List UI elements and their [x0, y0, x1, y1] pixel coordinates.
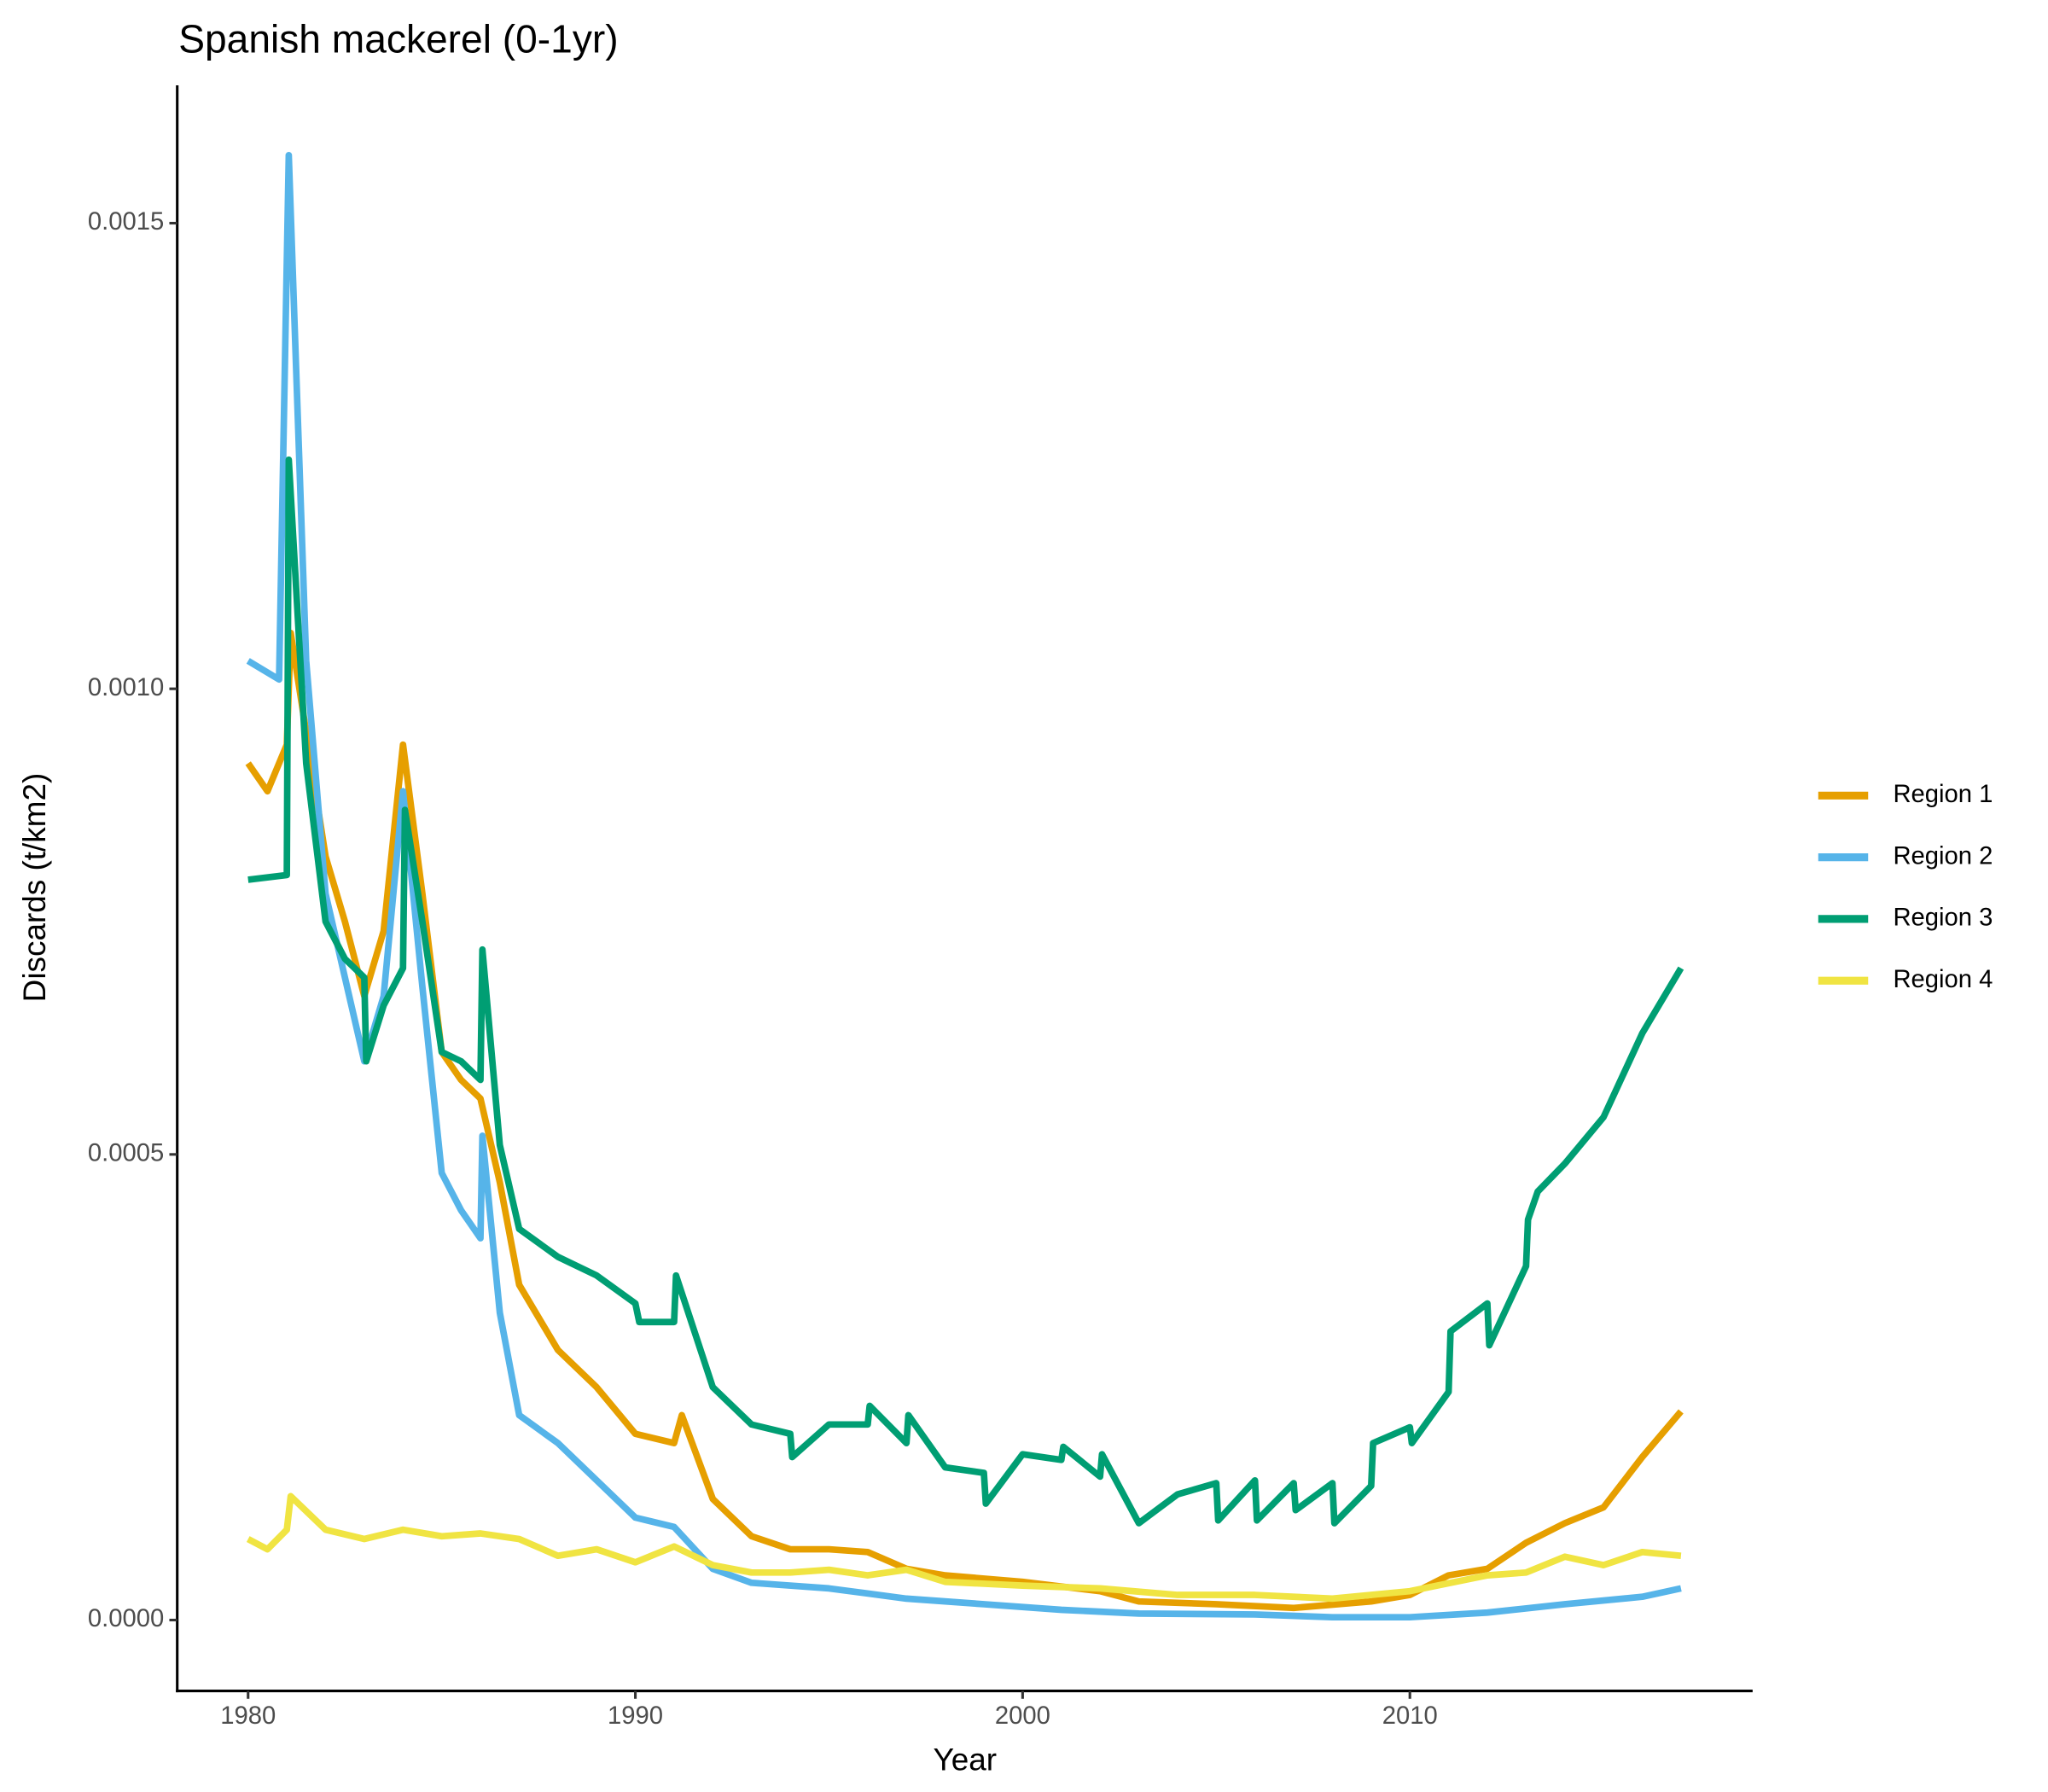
- series-line: [246, 1492, 1682, 1603]
- series-line: [246, 152, 1682, 1621]
- y-tick-label: 0.0010: [88, 674, 164, 701]
- y-tick-label: 0.0015: [88, 208, 164, 236]
- chart-title: Spanish mackerel (0-1yr): [178, 16, 618, 61]
- legend-label: Region 1: [1893, 781, 1993, 808]
- series-line: [245, 629, 1684, 1612]
- x-axis-title: Year: [933, 1742, 997, 1777]
- y-axis-title: Discards (t/km2): [17, 773, 52, 1003]
- x-tick-label: 2000: [995, 1702, 1050, 1730]
- x-tick-label: 1990: [608, 1702, 663, 1730]
- legend-label: Region 2: [1893, 842, 1993, 870]
- x-tick-label: 1980: [220, 1702, 276, 1730]
- y-tick-label: 0.0005: [88, 1140, 164, 1167]
- x-tick-label: 2010: [1382, 1702, 1438, 1730]
- series-line: [247, 456, 1684, 1527]
- legend-label: Region 3: [1893, 905, 1993, 932]
- y-tick-label: 0.0000: [88, 1605, 164, 1632]
- legend-label: Region 4: [1893, 966, 1993, 993]
